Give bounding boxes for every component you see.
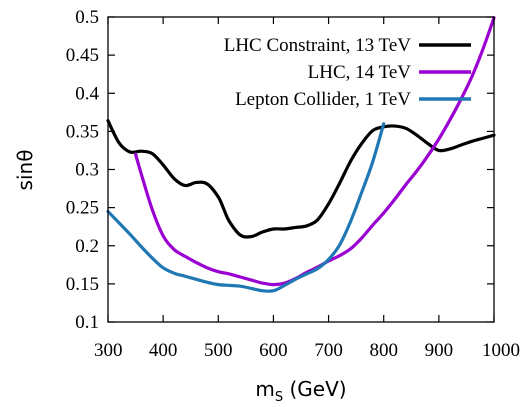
y-tick-label: 0.2	[75, 236, 99, 257]
x-tick-label: 1000	[482, 340, 520, 361]
x-tick-label: 700	[314, 340, 343, 361]
x-tick-label: 400	[149, 340, 178, 361]
x-tick-label: 600	[259, 340, 288, 361]
x-tick-label: 300	[94, 340, 123, 361]
legend-label-lepton-collider: Lepton Collider, 1 TeV	[235, 89, 411, 110]
series-lines	[106, 16, 496, 293]
x-axis-label-unit: (GeV)	[283, 377, 346, 401]
x-tick-label: 800	[369, 340, 398, 361]
legend-label-lhc-13tev: LHC Constraint, 13 TeV	[224, 35, 412, 56]
series-line-lepton-collider	[106, 122, 386, 293]
x-axis-label-subscript: S	[275, 390, 283, 405]
y-tick-label: 0.45	[66, 45, 99, 66]
y-axis-label: sinθ	[13, 150, 37, 191]
y-tick-label: 0.35	[66, 121, 99, 142]
y-tick-label: 0.1	[75, 312, 99, 333]
x-axis-label-main: m	[255, 377, 274, 401]
legend: LHC Constraint, 13 TeV LHC, 14 TeV Lepton …	[224, 35, 471, 110]
y-tick-label: 0.5	[75, 7, 99, 28]
y-tick-label: 0.4	[75, 83, 99, 104]
y-tick-label: 0.25	[66, 198, 99, 219]
legend-label-lhc-14tev: LHC, 14 TeV	[308, 62, 412, 83]
y-axis-ticks: 0.1 0.15 0.2 0.25 0.3 0.35 0.4 0.45 0.5	[66, 7, 494, 333]
y-tick-label: 0.3	[75, 160, 99, 181]
x-axis-ticks: 300 400 500 600 700 800 900 1000	[94, 17, 520, 361]
plot-frame	[107, 16, 495, 323]
x-tick-label: 900	[425, 340, 454, 361]
series-line-lhc-13tev	[106, 119, 496, 239]
x-axis-label: mS (GeV)	[255, 377, 346, 405]
y-tick-label: 0.15	[66, 274, 99, 295]
x-tick-label: 500	[204, 340, 233, 361]
